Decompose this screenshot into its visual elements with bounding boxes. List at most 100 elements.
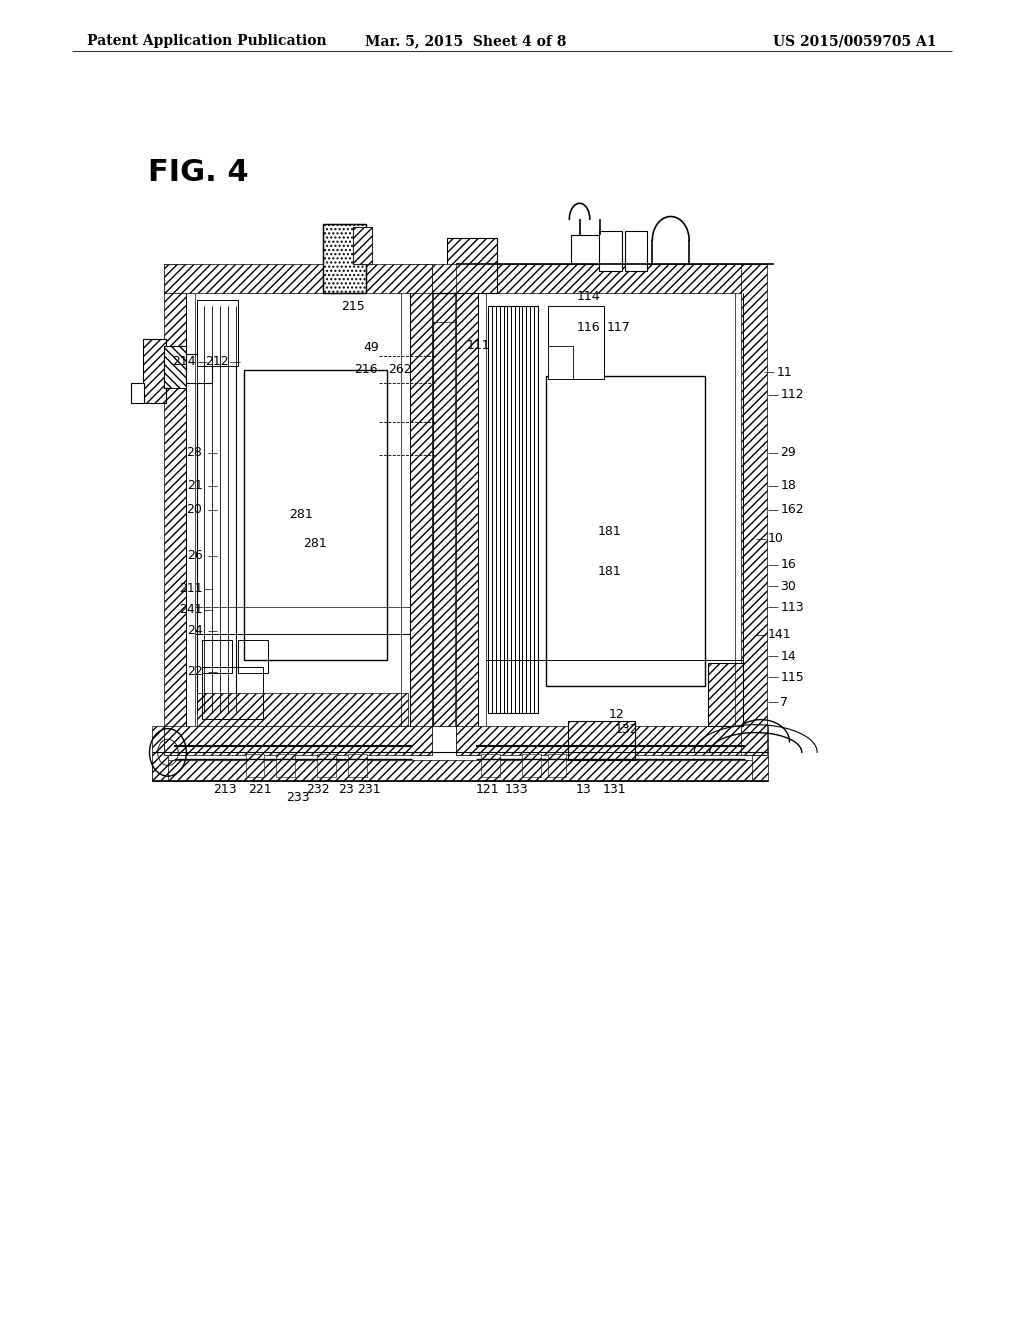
Bar [246,754,264,777]
Text: 117: 117 [606,321,631,334]
Text: 213: 213 [213,783,238,796]
Bar [410,264,432,755]
Bar [152,726,168,781]
Bar [546,376,705,686]
Text: 112: 112 [780,388,804,401]
Bar [164,346,186,388]
Text: Patent Application Publication: Patent Application Publication [87,34,327,49]
Bar [456,264,478,755]
Bar [323,224,366,293]
Text: 232: 232 [305,783,330,796]
Bar [432,264,456,322]
Bar [743,264,766,755]
Bar [186,354,212,383]
Text: 215: 215 [341,300,366,313]
Bar [202,640,232,673]
Text: 116: 116 [577,321,601,334]
Bar [488,306,538,713]
Text: 121: 121 [475,783,500,796]
Text: 29: 29 [780,446,796,459]
Bar [164,726,432,755]
Text: 21: 21 [186,479,203,492]
Text: 13: 13 [575,783,592,796]
Bar [432,293,455,726]
Text: 28: 28 [186,446,203,459]
Text: 114: 114 [577,290,601,304]
Text: 241: 241 [178,603,203,616]
Bar [548,754,566,777]
Bar [131,383,144,403]
Text: 262: 262 [388,363,413,376]
Text: 23: 23 [338,783,354,796]
Text: 20: 20 [186,503,203,516]
Bar [456,264,766,293]
Text: 22: 22 [186,665,203,678]
Text: 18: 18 [780,479,797,492]
Text: 212: 212 [205,355,229,368]
Text: 221: 221 [248,783,272,796]
Text: 11: 11 [776,366,792,379]
Text: 132: 132 [614,723,639,737]
Bar [164,264,186,755]
Bar [244,370,387,660]
Bar [599,231,622,271]
Bar [625,231,647,271]
Bar [348,754,367,777]
Text: 14: 14 [780,649,796,663]
Text: 115: 115 [780,671,804,684]
Bar [238,640,268,673]
Bar [568,721,635,760]
Bar [197,693,408,726]
Text: 133: 133 [504,783,528,796]
Text: 7: 7 [780,696,788,709]
Text: 141: 141 [768,628,792,642]
Bar [164,264,432,293]
Bar [708,663,743,726]
Bar [447,238,497,293]
Bar [708,663,743,726]
Text: Mar. 5, 2015  Sheet 4 of 8: Mar. 5, 2015 Sheet 4 of 8 [366,34,566,49]
Text: 26: 26 [186,549,203,562]
Text: 16: 16 [780,558,796,572]
Text: 131: 131 [602,783,627,796]
Bar [752,726,768,781]
Text: 181: 181 [597,525,622,537]
Text: 12: 12 [608,708,625,721]
Bar [481,754,500,777]
Bar [152,760,766,781]
Bar [433,293,456,726]
Bar [164,346,186,388]
Text: 113: 113 [780,601,804,614]
Text: 281: 281 [289,508,313,521]
Bar [568,721,635,760]
Bar [197,306,236,713]
Text: US 2015/0059705 A1: US 2015/0059705 A1 [773,34,937,49]
Bar [317,754,336,777]
Text: 162: 162 [780,503,804,516]
Bar [276,754,295,777]
Text: 281: 281 [303,537,328,550]
Bar [353,227,372,264]
Bar [202,667,263,719]
Text: 211: 211 [178,582,203,595]
Bar [353,227,372,264]
Text: 181: 181 [597,565,622,578]
Bar [571,235,602,264]
Bar [548,346,573,379]
Text: 214: 214 [172,355,197,368]
Bar [522,754,541,777]
Text: FIG. 4: FIG. 4 [148,158,249,187]
Text: 10: 10 [768,532,784,545]
Bar [323,224,366,293]
Bar [197,300,238,366]
Text: 233: 233 [286,791,310,804]
Text: 24: 24 [186,624,203,638]
Text: 49: 49 [364,341,380,354]
Bar [548,306,604,379]
Bar [456,726,766,755]
Bar [143,339,166,403]
Text: 216: 216 [353,363,378,376]
Text: 30: 30 [780,579,797,593]
Bar [143,339,166,403]
Text: 231: 231 [356,783,381,796]
